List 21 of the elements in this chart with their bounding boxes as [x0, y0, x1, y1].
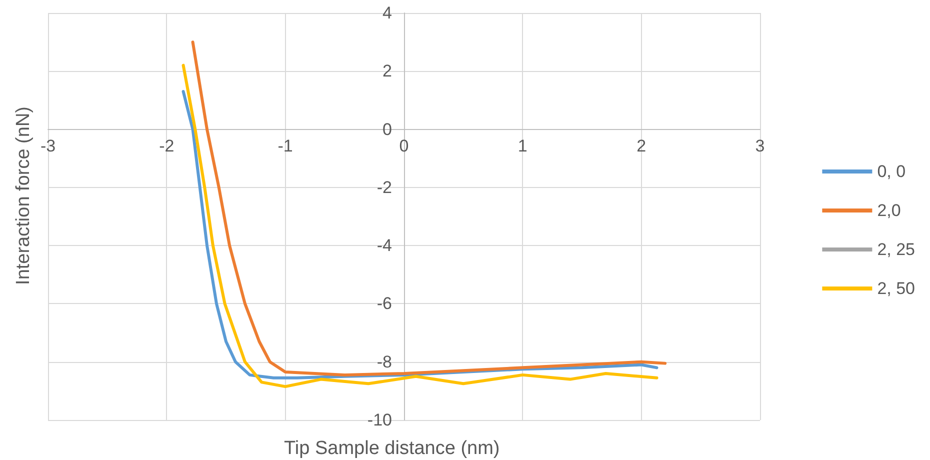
x-tick-label: -1 [278, 136, 293, 156]
y-tick-label: -10 [367, 410, 392, 430]
legend-label: 0, 0 [877, 162, 906, 181]
x-tick-label: 3 [755, 136, 765, 156]
y-tick-label: 4 [382, 4, 392, 22]
y-tick-label: -6 [376, 294, 392, 314]
y-tick-label: -8 [376, 352, 392, 372]
x-tick-label: -2 [159, 136, 174, 156]
y-tick-label: -2 [376, 178, 392, 197]
y-tick-label: 2 [382, 62, 392, 81]
x-tick-label: 2 [636, 136, 646, 156]
legend-label: 2, 50 [877, 279, 915, 298]
x-tick-label: 0 [399, 136, 409, 156]
y-tick-label: -4 [376, 236, 392, 256]
y-axis-title: Interaction force (nN) [13, 106, 34, 285]
x-tick-label: -3 [40, 136, 56, 156]
x-tick-label: 1 [518, 136, 528, 156]
legend-label: 2,0 [877, 201, 901, 220]
x-axis-title: Tip Sample distance (nm) [284, 438, 500, 459]
y-tick-label: 0 [382, 120, 392, 139]
legend-label: 2, 25 [877, 240, 915, 259]
